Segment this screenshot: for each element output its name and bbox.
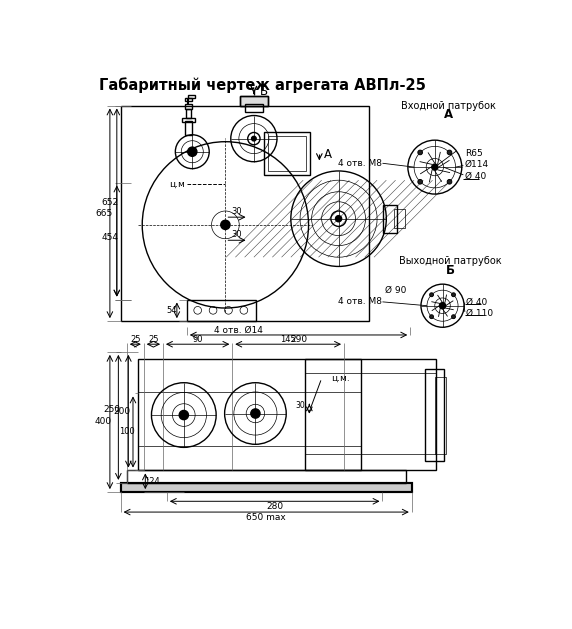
Text: Б: Б (446, 264, 455, 277)
Circle shape (418, 150, 423, 155)
Text: 25: 25 (130, 335, 141, 344)
Text: 4 отв. Ø14: 4 отв. Ø14 (214, 326, 263, 335)
Text: 400: 400 (94, 418, 112, 426)
Bar (121, 483, 412, 492)
Text: 90: 90 (192, 335, 203, 344)
Bar (186, 109, 190, 118)
Text: 665: 665 (95, 209, 112, 218)
Text: ц.м: ц.м (169, 179, 185, 189)
Bar (138, 359, 361, 470)
Circle shape (439, 303, 446, 309)
Text: А: А (324, 148, 332, 160)
Bar (185, 104, 192, 109)
Text: Ø 40: Ø 40 (466, 298, 488, 306)
Text: 4 отв. М8: 4 отв. М8 (339, 298, 383, 306)
Bar (185, 121, 192, 135)
Text: 280: 280 (266, 502, 283, 511)
Text: Б: Б (260, 85, 268, 98)
Circle shape (430, 293, 434, 297)
Text: Выходной патрубок: Выходной патрубок (399, 256, 502, 266)
Text: ц.м.: ц.м. (331, 374, 349, 382)
Bar (305, 359, 436, 470)
Text: Ø 40: Ø 40 (465, 172, 486, 181)
Text: R65: R65 (465, 149, 483, 158)
Text: 145: 145 (280, 335, 296, 344)
Circle shape (447, 179, 452, 184)
Text: 652: 652 (101, 198, 118, 207)
Bar (188, 95, 194, 98)
Bar (264, 133, 310, 175)
Bar (187, 299, 256, 321)
Text: Ø114: Ø114 (465, 160, 489, 169)
Bar (425, 369, 444, 461)
Circle shape (251, 409, 260, 418)
Text: 650 max: 650 max (247, 513, 286, 522)
Text: 290: 290 (290, 335, 307, 344)
Text: 454: 454 (101, 233, 118, 242)
Bar (121, 483, 412, 492)
Circle shape (418, 179, 423, 184)
Text: Габаритный чертеж агрегата АВПл-25: Габаритный чертеж агрегата АВПл-25 (99, 77, 426, 92)
Circle shape (432, 164, 438, 170)
Text: 30: 30 (232, 206, 243, 216)
Text: 124: 124 (144, 477, 160, 486)
Circle shape (447, 150, 452, 155)
Text: Ø 90: Ø 90 (385, 286, 406, 295)
Circle shape (188, 147, 197, 157)
Bar (394, 209, 405, 228)
Text: 25: 25 (148, 335, 158, 344)
Circle shape (430, 314, 434, 319)
Circle shape (451, 293, 455, 297)
Bar (268, 136, 306, 171)
Text: 30: 30 (232, 230, 243, 238)
Bar (245, 104, 263, 112)
Bar (435, 377, 446, 454)
Circle shape (252, 136, 256, 141)
Circle shape (179, 411, 188, 420)
Bar (240, 96, 268, 106)
Text: Ø 110: Ø 110 (466, 309, 494, 318)
Bar (383, 205, 397, 233)
Text: Входной патрубок: Входной патрубок (401, 101, 496, 111)
Bar (185, 98, 192, 101)
Bar (127, 470, 406, 483)
Text: А: А (444, 108, 453, 121)
Circle shape (336, 216, 341, 222)
Bar (181, 118, 196, 123)
Circle shape (451, 314, 455, 319)
Text: 100: 100 (119, 428, 134, 437)
Text: 250: 250 (103, 405, 120, 414)
Circle shape (221, 220, 230, 230)
Text: 200: 200 (114, 407, 131, 416)
Text: 54: 54 (166, 306, 177, 315)
Text: 4 отв. М8: 4 отв. М8 (339, 159, 383, 168)
Bar (121, 106, 370, 321)
Text: 30: 30 (295, 401, 305, 410)
Bar (240, 96, 268, 106)
